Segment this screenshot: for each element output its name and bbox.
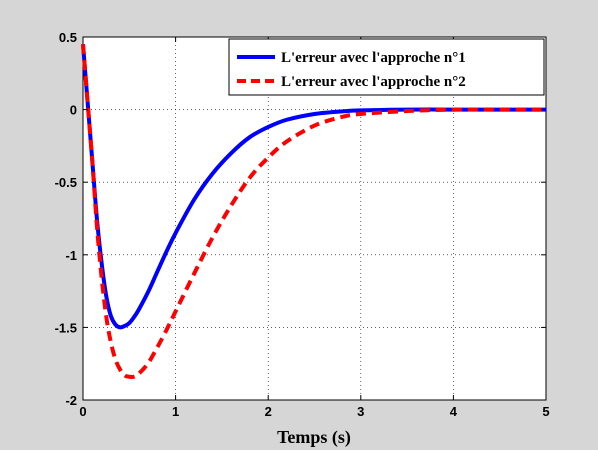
x-axis-label: Temps (s) <box>277 427 351 448</box>
y-tick-label: -1 <box>65 248 77 263</box>
series-line-1 <box>81 44 546 330</box>
x-tick-label: 3 <box>357 404 364 419</box>
legend-box <box>228 38 545 96</box>
y-tick-label: 0 <box>70 103 77 118</box>
x-tick-label: 0 <box>79 404 86 419</box>
tick-layer: 0 1 2 3 4 5 0.5 0 -0.5 -1 -1.5 -2 <box>55 30 550 419</box>
y-tick-label: -2 <box>65 393 77 408</box>
series-line-2 <box>81 44 546 380</box>
y-tick-label: 0.5 <box>59 30 77 45</box>
legend-label-2: L'erreur avec l'approche n°2 <box>281 74 466 90</box>
x-tick-label: 5 <box>542 404 549 419</box>
legend-label-1: L'erreur avec l'approche n°1 <box>281 50 466 66</box>
legend: L'erreur avec l'approche n°1 L'erreur ave… <box>228 38 545 96</box>
y-tick-label: -1.5 <box>55 320 77 335</box>
x-tick-label: 1 <box>172 404 179 419</box>
y-tick-label: -0.5 <box>55 175 77 190</box>
series-layer <box>81 44 546 380</box>
x-tick-label: 2 <box>265 404 272 419</box>
x-tick-label: 4 <box>450 404 458 419</box>
grid-lines <box>83 37 546 400</box>
